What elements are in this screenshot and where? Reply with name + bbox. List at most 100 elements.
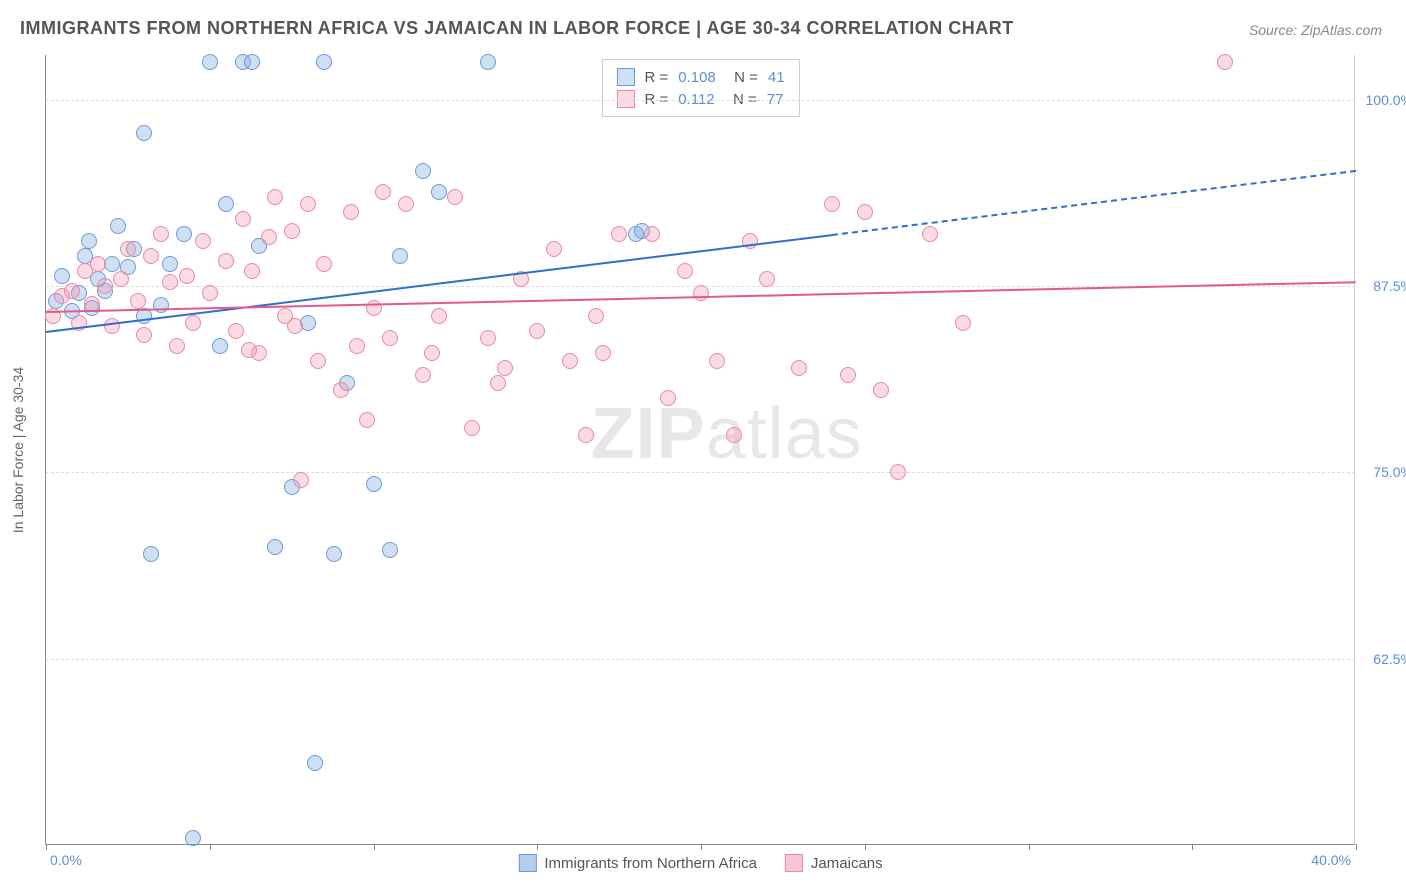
- scatter-point-blue: [218, 196, 234, 212]
- scatter-point-blue: [326, 546, 342, 562]
- x-axis-max-label: 40.0%: [1311, 852, 1351, 868]
- y-tick-label: 100.0%: [1363, 92, 1406, 108]
- scatter-point-pink: [922, 226, 938, 242]
- scatter-point-pink: [709, 353, 725, 369]
- scatter-point-pink: [300, 196, 316, 212]
- scatter-point-blue: [480, 54, 496, 70]
- scatter-point-pink: [611, 226, 627, 242]
- scatter-point-pink: [375, 184, 391, 200]
- legend-n-value: 41: [768, 69, 785, 86]
- scatter-point-pink: [120, 241, 136, 257]
- scatter-point-pink: [284, 223, 300, 239]
- scatter-point-pink: [480, 330, 496, 346]
- gridline-h: [46, 472, 1355, 473]
- scatter-point-blue: [267, 539, 283, 555]
- scatter-point-pink: [693, 285, 709, 301]
- scatter-point-pink: [955, 315, 971, 331]
- x-tick: [865, 844, 866, 850]
- scatter-point-pink: [742, 233, 758, 249]
- legend-bottom: Immigrants from Northern Africa Jamaican…: [518, 854, 882, 872]
- x-tick: [701, 844, 702, 850]
- scatter-point-pink: [153, 226, 169, 242]
- x-tick: [374, 844, 375, 850]
- scatter-point-pink: [1217, 54, 1233, 70]
- scatter-point-blue: [382, 542, 398, 558]
- scatter-point-pink: [447, 189, 463, 205]
- scatter-point-blue: [143, 546, 159, 562]
- chart-title: IMMIGRANTS FROM NORTHERN AFRICA VS JAMAI…: [20, 18, 1014, 39]
- scatter-point-pink: [431, 308, 447, 324]
- scatter-point-pink: [349, 338, 365, 354]
- scatter-point-pink: [464, 420, 480, 436]
- scatter-point-pink: [316, 256, 332, 272]
- scatter-point-pink: [267, 189, 283, 205]
- legend-swatch-pink: [785, 854, 803, 872]
- scatter-point-blue: [307, 755, 323, 771]
- scatter-point-pink: [310, 353, 326, 369]
- scatter-point-blue: [136, 125, 152, 141]
- scatter-point-pink: [202, 285, 218, 301]
- scatter-point-pink: [185, 315, 201, 331]
- scatter-point-pink: [490, 375, 506, 391]
- trend-line: [832, 170, 1356, 236]
- scatter-point-pink: [97, 278, 113, 294]
- scatter-point-pink: [497, 360, 513, 376]
- scatter-point-pink: [759, 271, 775, 287]
- scatter-point-pink: [529, 323, 545, 339]
- scatter-point-pink: [398, 196, 414, 212]
- scatter-point-blue: [431, 184, 447, 200]
- scatter-point-blue: [110, 218, 126, 234]
- legend-r-value: 0.108: [678, 69, 716, 86]
- scatter-point-pink: [857, 204, 873, 220]
- scatter-point-pink: [343, 204, 359, 220]
- scatter-point-pink: [113, 271, 129, 287]
- scatter-point-pink: [660, 390, 676, 406]
- x-tick: [1192, 844, 1193, 850]
- scatter-point-pink: [824, 196, 840, 212]
- scatter-point-blue: [244, 54, 260, 70]
- scatter-point-pink: [195, 233, 211, 249]
- scatter-point-pink: [595, 345, 611, 361]
- scatter-point-pink: [588, 308, 604, 324]
- scatter-point-pink: [333, 382, 349, 398]
- scatter-point-pink: [104, 318, 120, 334]
- scatter-point-pink: [293, 472, 309, 488]
- x-axis-min-label: 0.0%: [50, 852, 82, 868]
- scatter-point-pink: [287, 318, 303, 334]
- scatter-point-pink: [228, 323, 244, 339]
- legend-row: R = 0.108 N = 41: [616, 66, 784, 88]
- legend-item: Immigrants from Northern Africa: [518, 854, 757, 872]
- scatter-point-pink: [726, 427, 742, 443]
- scatter-point-pink: [179, 268, 195, 284]
- gridline-h: [46, 659, 1355, 660]
- scatter-point-pink: [890, 464, 906, 480]
- scatter-point-pink: [130, 293, 146, 309]
- scatter-point-blue: [366, 476, 382, 492]
- scatter-point-blue: [185, 830, 201, 846]
- scatter-point-pink: [791, 360, 807, 376]
- scatter-point-blue: [153, 297, 169, 313]
- scatter-point-pink: [136, 327, 152, 343]
- legend-swatch-blue: [616, 68, 634, 86]
- legend-r-label: R =: [644, 69, 668, 86]
- plot-area: In Labor Force | Age 30-34 R = 0.108 N =…: [45, 55, 1355, 845]
- scatter-point-pink: [169, 338, 185, 354]
- y-tick-label: 75.0%: [1363, 464, 1406, 480]
- scatter-point-blue: [316, 54, 332, 70]
- scatter-point-pink: [873, 382, 889, 398]
- plot-right-border: [1354, 55, 1355, 844]
- scatter-point-pink: [382, 330, 398, 346]
- y-axis-title: In Labor Force | Age 30-34: [10, 366, 26, 532]
- scatter-point-pink: [677, 263, 693, 279]
- scatter-point-pink: [359, 412, 375, 428]
- scatter-point-pink: [241, 342, 257, 358]
- scatter-point-pink: [562, 353, 578, 369]
- scatter-point-pink: [261, 229, 277, 245]
- scatter-point-blue: [162, 256, 178, 272]
- scatter-point-pink: [162, 274, 178, 290]
- scatter-point-pink: [218, 253, 234, 269]
- scatter-point-pink: [424, 345, 440, 361]
- legend-swatch-blue: [518, 854, 536, 872]
- y-tick-label: 62.5%: [1363, 651, 1406, 667]
- source-label: Source: ZipAtlas.com: [1249, 22, 1382, 38]
